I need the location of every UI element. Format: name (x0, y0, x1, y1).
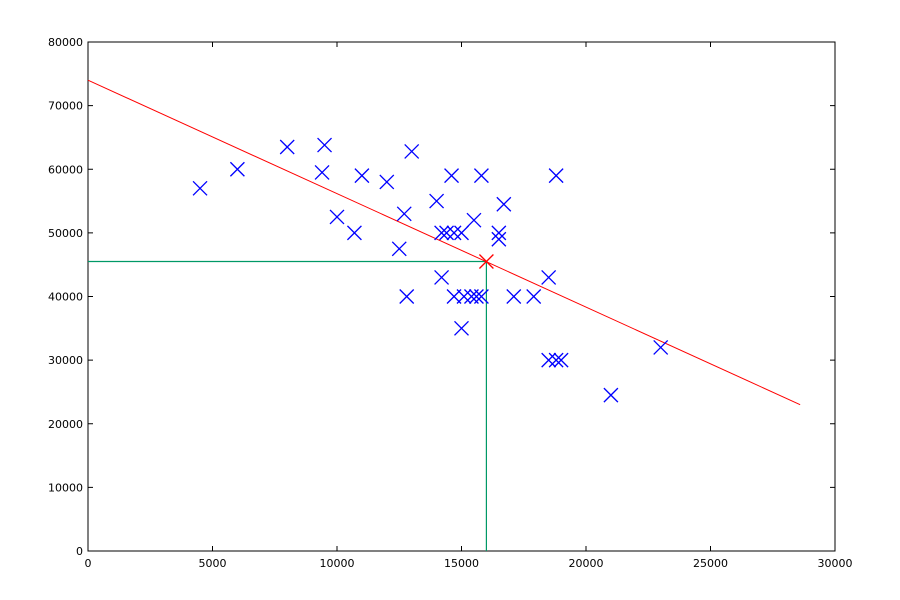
data-point (506, 289, 522, 304)
data-point (454, 225, 469, 241)
data-point (434, 225, 450, 241)
data-point (526, 289, 542, 304)
data-point (314, 164, 330, 180)
y-tick-label: 40000 (48, 291, 83, 304)
x-tick-label: 15000 (444, 557, 479, 570)
data-point (541, 269, 557, 285)
data-point (317, 137, 333, 153)
y-tick-label: 0 (76, 545, 83, 558)
data-point (229, 161, 245, 177)
guide-lines (88, 260, 487, 551)
y-tick-label: 50000 (48, 227, 83, 240)
y-tick-label: 80000 (48, 36, 83, 49)
data-point (473, 168, 489, 184)
x-tick-label: 10000 (320, 557, 355, 570)
data-point (404, 143, 420, 159)
x-tick-label: 25000 (693, 557, 728, 570)
y-tick-label: 20000 (48, 418, 83, 431)
data-point (399, 289, 415, 304)
highlight-group (478, 254, 494, 269)
data-point (346, 225, 362, 241)
data-point (329, 209, 345, 225)
highlight-point (478, 254, 494, 269)
y-tick-label: 70000 (48, 100, 83, 113)
plot-area (87, 41, 836, 552)
data-point (548, 168, 564, 184)
data-point (491, 225, 507, 241)
data-point (473, 289, 489, 304)
data-point (548, 352, 564, 368)
data-point (379, 174, 395, 190)
x-tick-label: 0 (85, 557, 92, 570)
y-tick-label: 10000 (48, 481, 83, 494)
data-point (466, 212, 482, 228)
data-point (354, 168, 370, 184)
data-point (396, 206, 412, 222)
y-tick-label: 60000 (48, 163, 83, 176)
data-point (496, 196, 512, 212)
data-point (446, 225, 462, 241)
x-tick-label: 30000 (818, 557, 853, 570)
data-point (439, 225, 455, 241)
data-point (429, 193, 445, 209)
x-axis: 0 5000 10000 15000 20000 25000 30000 (85, 42, 853, 570)
data-point (653, 339, 669, 355)
data-point (468, 289, 484, 304)
y-tick-label: 30000 (48, 354, 83, 367)
data-point (553, 352, 569, 368)
data-point (456, 289, 472, 304)
data-point (603, 387, 619, 403)
data-point (279, 139, 295, 155)
data-point (541, 352, 557, 368)
fit-line (87, 79, 801, 406)
data-point (454, 320, 469, 336)
data-point (391, 241, 407, 257)
data-point (434, 269, 450, 285)
data-point (192, 180, 208, 196)
x-tick-label: 20000 (569, 557, 604, 570)
x-tick-label: 5000 (199, 557, 227, 570)
y-axis: 0 10000 20000 30000 40000 50000 60000 70000 8000… (48, 36, 835, 558)
data-point (491, 231, 507, 247)
fit-line-group (87, 79, 801, 406)
data-points (192, 137, 669, 403)
data-point (444, 168, 459, 184)
